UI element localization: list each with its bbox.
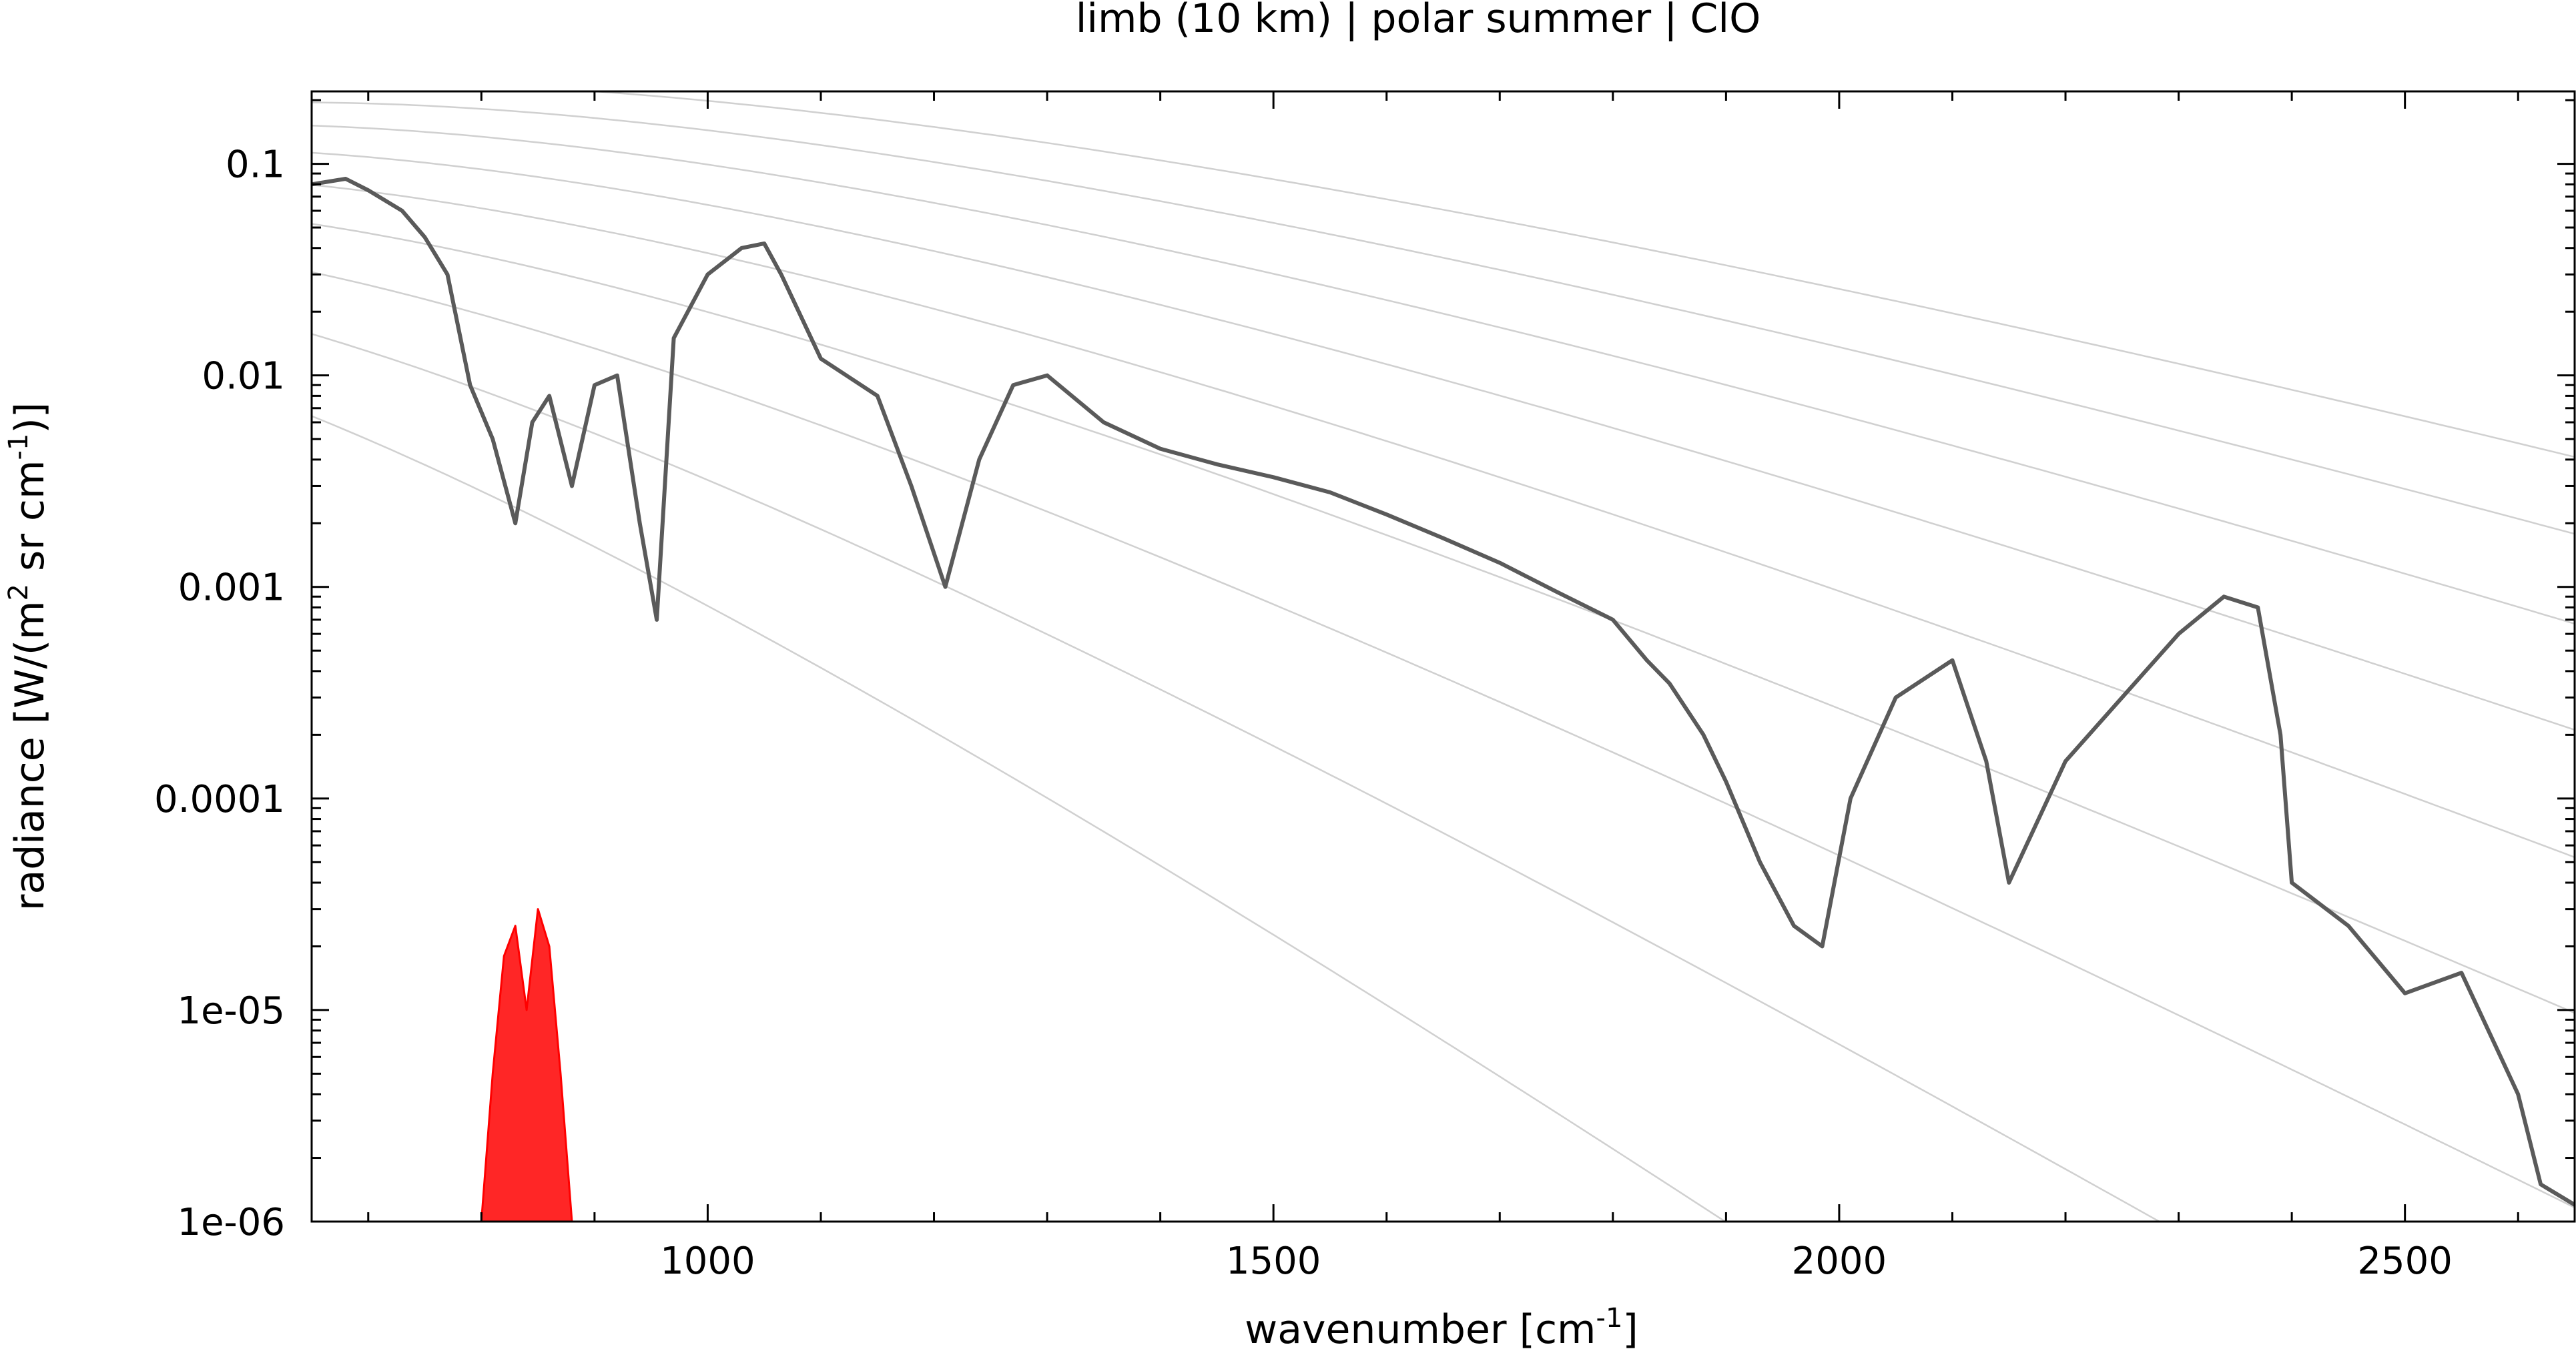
planck-curve-175k: [312, 333, 2162, 1222]
x-tick-label: 2000: [1792, 1240, 1887, 1283]
y-axis-label-part1: radiance [W/(m: [7, 600, 53, 911]
y-axis-label-sup1: 2: [3, 584, 34, 600]
x-tick-label: 2500: [2357, 1240, 2453, 1283]
y-tick-label: 0.1: [226, 143, 285, 187]
total-radiance-spectrum: [312, 177, 2575, 1207]
y-axis-label-part2: sr cm: [7, 460, 53, 584]
x-axis-label-text: wavenumber [cm: [1245, 1306, 1596, 1353]
y-axis-ticks: 0.1 0.01 0.001 0.0001 1e-05 1e-06: [154, 99, 2575, 1244]
planck-curve-150k: [312, 415, 1727, 1222]
x-axis-label: wavenumber [cm-1]: [1245, 1303, 1638, 1353]
plot-frame: [310, 90, 2576, 1223]
y-tick-label: 1e-05: [177, 989, 285, 1033]
clo-emission-band: [480, 908, 573, 1222]
y-axis-label-sup2: -1: [3, 434, 34, 460]
planck-curve-250k: [312, 183, 2575, 859]
y-axis-label-part3: )]: [7, 402, 53, 434]
y-tick-label: 0.001: [178, 566, 285, 610]
planck-reference-curves: [312, 91, 2575, 1222]
x-axis-label-tail: ]: [1622, 1306, 1638, 1353]
x-axis-ticks: 1000 1500 2000 2500: [367, 91, 2519, 1283]
planck-curve-325k: [312, 101, 2575, 535]
planck-curve-300k: [312, 125, 2575, 625]
x-axis-label-sup: -1: [1596, 1303, 1623, 1334]
y-tick-label: 0.01: [202, 355, 285, 398]
x-tick-label: 1000: [660, 1240, 755, 1283]
y-axis-label: radiance [W/(m2 sr cm-1)]: [3, 402, 53, 911]
y-tick-label: 0.0001: [154, 778, 285, 821]
chart-title: limb (10 km) | polar summer | ClO: [1076, 0, 1761, 42]
x-tick-label: 1500: [1226, 1240, 1321, 1283]
y-tick-label: 1e-06: [177, 1201, 285, 1244]
planck-curve-200k: [312, 271, 2575, 1209]
planck-curve-350k: [583, 91, 2575, 458]
planck-curve-275k: [312, 151, 2575, 731]
spectrum-series: [312, 177, 2575, 1222]
